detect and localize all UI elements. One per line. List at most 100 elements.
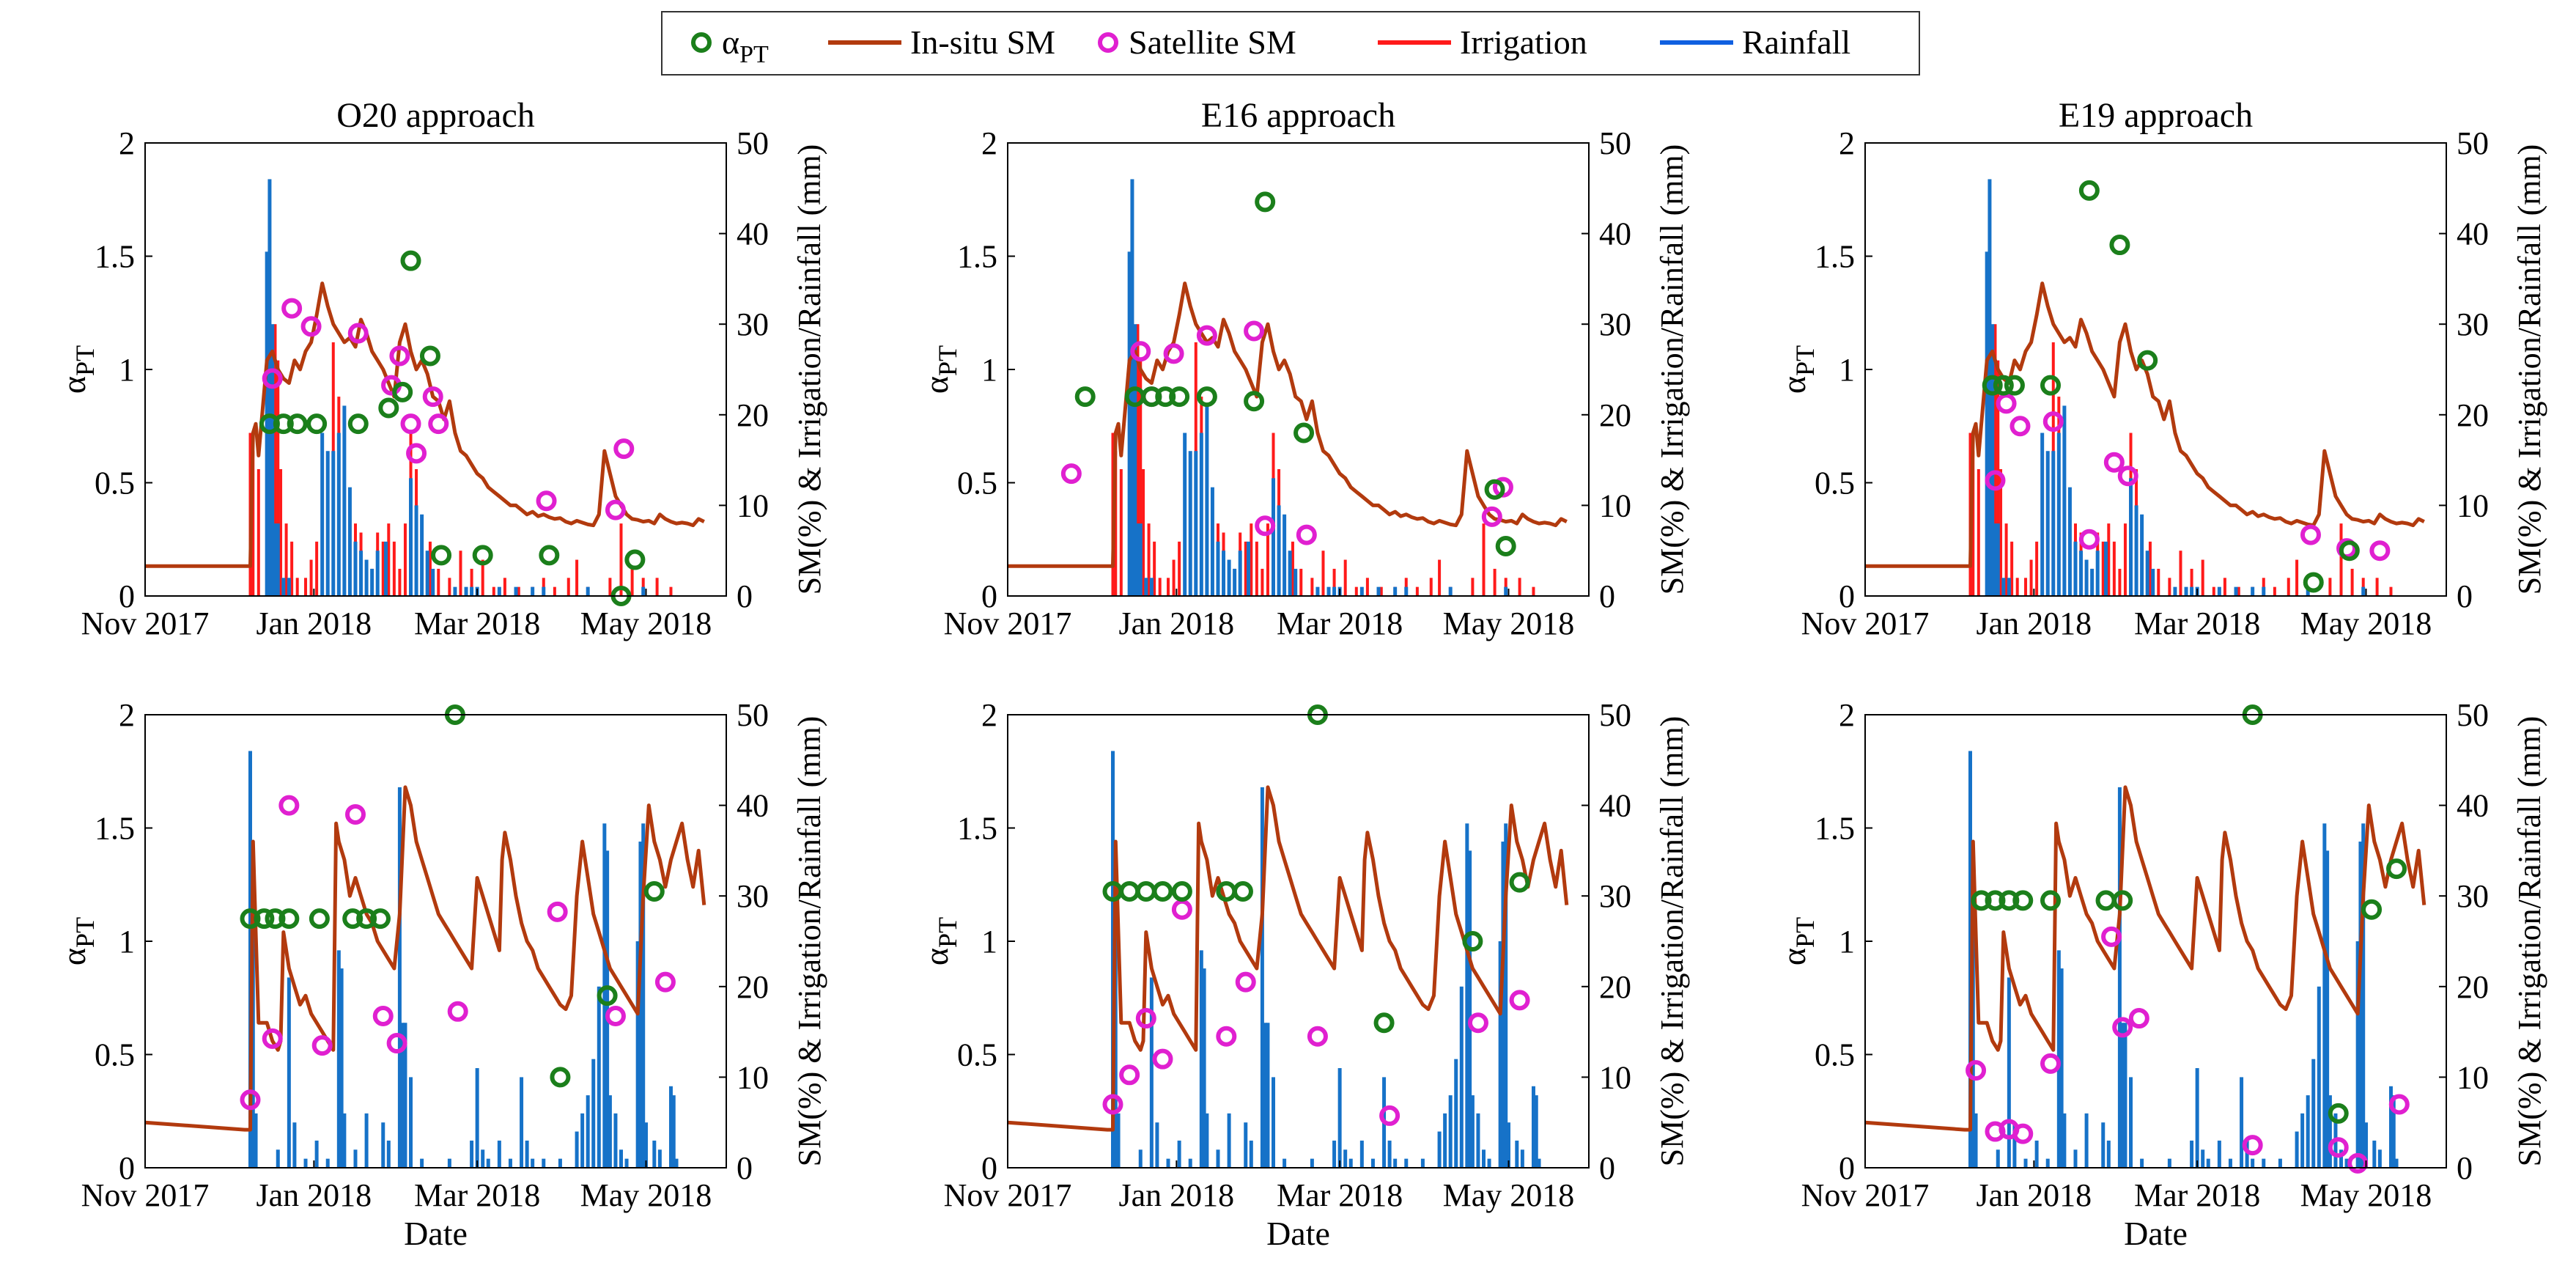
rainfall-bar (2129, 1077, 2133, 1168)
irrigation-bar (309, 559, 313, 596)
rainfall-bar (531, 586, 535, 596)
left-tick-label: 0.5 (1815, 465, 1855, 501)
rainfall-bar (542, 1158, 546, 1168)
rainfall-bar (1293, 568, 1298, 596)
rainfall-bar (1283, 1158, 1287, 1168)
rainfall-bar (597, 986, 601, 1168)
alpha-pt-point (431, 545, 452, 566)
rainfall-bar (1476, 1113, 1480, 1168)
satellite-sm-point (1135, 1008, 1156, 1029)
rainfall-bar (1244, 1122, 1248, 1168)
rainfall-bar (2104, 541, 2108, 596)
alpha-pt-point (1232, 881, 1253, 902)
satellite-sm-point (240, 1089, 261, 1111)
left-tick-label: 1.5 (1815, 239, 1855, 275)
right-tick-label: 40 (2457, 216, 2489, 252)
satellite-sm-point (447, 1001, 468, 1022)
right-tick-label: 50 (737, 125, 769, 161)
rainfall-bar (2234, 586, 2238, 596)
satellite-sm-point (2117, 465, 2138, 487)
irrigation-bar (428, 541, 432, 596)
rainfall-bar (2034, 1140, 2039, 1168)
rainfall-bar (525, 1140, 529, 1168)
x-tick-label: Mar 2018 (1277, 606, 1403, 641)
rainfall-bar (1227, 559, 1231, 596)
satellite-sm-point (2012, 1123, 2034, 1144)
left-axis-label: αPT (1775, 345, 1820, 394)
irrigation-bar (553, 586, 556, 596)
left-axis-label: αPT (55, 917, 100, 965)
right-tick-label: 30 (1599, 878, 1631, 914)
irrigation-bar (304, 578, 308, 596)
right-tick-label: 50 (1599, 697, 1631, 733)
rainfall-bar (400, 1023, 405, 1168)
rainfall-bar (281, 578, 286, 596)
rainfall-bar (2140, 514, 2144, 596)
left-tick-label: 0 (119, 1150, 135, 1186)
rainfall-bar (420, 514, 424, 596)
legend-label-sub: PT (739, 41, 769, 68)
left-tick-label: 1.5 (957, 811, 997, 847)
left-tick-label: 2 (119, 125, 135, 161)
rainfall-bar (2051, 451, 2056, 596)
rainfall-bar (2151, 568, 2155, 596)
rainfall-bar (276, 523, 280, 596)
rainfall-bar (397, 787, 402, 1168)
satellite-sm-point (1196, 325, 1217, 346)
rainfall-bar (464, 586, 468, 596)
rainfall-bar (1216, 541, 1220, 596)
right-tick-label: 50 (2457, 125, 2489, 161)
irrigation-bar (1153, 541, 1156, 596)
alpha-pt-point (1141, 386, 1162, 408)
rainfall-bar (1498, 941, 1502, 1168)
irrigation-bar (492, 586, 495, 596)
x-tick-label: Jan 2018 (257, 1177, 372, 1213)
rainfall-bar (508, 1158, 512, 1168)
rainfall-bar (431, 568, 435, 596)
rainfall-bar (375, 551, 380, 596)
rainfall-bar (1183, 433, 1187, 596)
satellite-sm-point (2040, 1053, 2062, 1074)
irrigation-bar (392, 541, 396, 596)
rainfall-bar (265, 251, 269, 596)
irrigation-bar (470, 568, 473, 596)
rainfall-bar (2306, 1095, 2310, 1168)
rainfall-bar (1149, 578, 1154, 596)
alpha-pt-point (1993, 375, 2014, 396)
rainfall-bar (1988, 179, 1992, 596)
rainfall-bar (671, 1095, 676, 1168)
irrigation-bar (448, 578, 451, 596)
rainfall-bar (1537, 1158, 1541, 1168)
rainfall-bar (1210, 487, 1214, 596)
insitu-sm-line (144, 785, 706, 1132)
rainfall-bar (1404, 1158, 1409, 1168)
rainfall-bar (1277, 505, 1281, 596)
satellite-sm-point (605, 1005, 626, 1026)
x-axis-label: Date (1266, 1215, 1330, 1252)
left-axis-label-sub: PT (70, 345, 100, 376)
rainfall-bar (652, 1140, 657, 1168)
satellite-sm-point (1379, 1105, 1400, 1126)
satellite-sm-point (311, 1035, 333, 1056)
alpha-pt-point (1119, 881, 1140, 902)
rainfall-bar (1188, 1158, 1192, 1168)
rainfall-bar (325, 1158, 330, 1168)
rainfall-bar (2073, 1149, 2078, 1168)
satellite-sm-point (1060, 463, 1082, 485)
irrigation-bar (284, 523, 288, 596)
satellite-sm-point (2112, 1017, 2133, 1038)
rainfall-bar (497, 1140, 501, 1168)
rainfall-bar (520, 1077, 524, 1168)
left-tick-label: 2 (1839, 125, 1855, 161)
irrigation-bar (2350, 568, 2354, 596)
irrigation-bar (2107, 523, 2111, 596)
rainfall-bar (336, 433, 341, 596)
left-tick-label: 1.5 (95, 239, 135, 275)
rainfall-bar (353, 1149, 358, 1168)
rainfall-bar (470, 586, 474, 596)
right-tick-label: 30 (737, 878, 769, 914)
irrigation-bar (1250, 523, 1253, 596)
irrigation-bar (1999, 468, 2003, 596)
rainfall-bar (638, 842, 643, 1168)
rainfall-bar (2317, 986, 2321, 1168)
